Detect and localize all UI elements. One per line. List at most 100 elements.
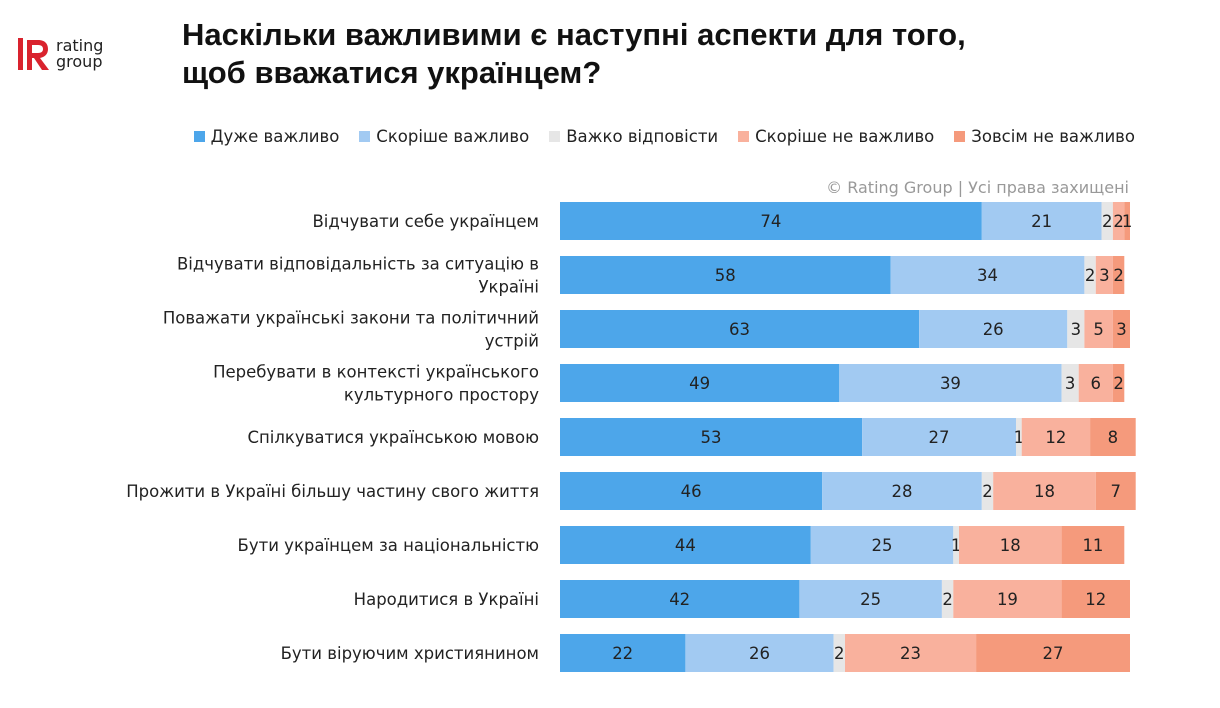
value-label-r1-s3: 2	[1102, 212, 1113, 231]
legend-item-1: Дуже важливо	[193, 127, 339, 146]
bar-segment-r7-s3	[953, 526, 959, 564]
legend-label-2: Скоріше важливо	[376, 127, 530, 146]
legend-item-4: Скоріше не важливо	[738, 127, 934, 146]
bar-segment-r4-s2	[839, 364, 1062, 402]
value-label-r9-s1: 22	[612, 644, 633, 663]
value-label-r5-s1: 53	[701, 428, 722, 447]
copyright-note: © Rating Group | Усі права захищені	[826, 178, 1129, 197]
category-label-line: устрій	[485, 332, 539, 351]
category-label-9: Бути віруючим християнином	[281, 644, 539, 663]
legend: Дуже важливо Скоріше важливо Важко відпові…	[193, 127, 1135, 146]
value-label-r3-s3: 3	[1071, 320, 1082, 339]
value-label-r9-s2: 26	[749, 644, 770, 663]
value-label-r5-s3: 1	[1014, 428, 1025, 447]
value-label-r1-s5: 1	[1122, 212, 1133, 231]
value-label-r2-s3: 2	[1085, 266, 1096, 285]
value-label-r1-s4: 2	[1113, 212, 1124, 231]
rating-group-logo: rating group	[18, 38, 118, 72]
bar-segment-r5-s5	[1090, 418, 1136, 456]
chart-title: Наскільки важливими є наступні аспекти д…	[182, 16, 1082, 92]
chart-title-line-2: щоб вважатися українцем?	[182, 55, 602, 90]
bar-segment-r5-s2	[862, 418, 1016, 456]
bar-segment-r4-s5	[1112, 364, 1125, 402]
bar-segment-r5-s3	[1016, 418, 1022, 456]
value-label-r6-s3: 2	[982, 482, 993, 501]
bar-segment-r8-s4	[953, 580, 1062, 618]
value-label-r7-s3: 1	[951, 536, 962, 555]
bar-segment-r8-s5	[1061, 580, 1130, 618]
value-label-r3-s1: 63	[729, 320, 750, 339]
bar-segment-r6-s2	[822, 472, 982, 510]
category-label-1: Відчувати себе українцем	[312, 212, 539, 231]
value-label-r8-s2: 25	[860, 590, 881, 609]
logo-line-1: rating	[56, 36, 104, 55]
value-label-r3-s4: 5	[1093, 320, 1104, 339]
value-label-r3-s5: 3	[1116, 320, 1127, 339]
bar-segment-r8-s2	[799, 580, 942, 618]
category-label-line: культурного простору	[344, 386, 539, 405]
legend-label-5: Зовсім не важливо	[971, 127, 1135, 146]
category-label-5: Спілкуватися українською мовою	[247, 428, 539, 447]
category-label-line: Перебувати в контексті українського	[213, 363, 539, 382]
bar-segment-r6-s4	[993, 472, 1096, 510]
category-label-line: Відчувати себе українцем	[312, 212, 539, 231]
value-label-r9-s4: 23	[900, 644, 921, 663]
bar-segment-r9-s2	[685, 634, 834, 672]
value-label-r6-s5: 7	[1111, 482, 1122, 501]
bar-segment-r5-s4	[1021, 418, 1091, 456]
value-label-r2-s2: 34	[977, 266, 998, 285]
value-label-r8-s5: 12	[1085, 590, 1106, 609]
bar-segment-r7-s2	[810, 526, 954, 564]
bar-segment-r1-s3	[1101, 202, 1113, 240]
value-label-r4-s3: 3	[1065, 374, 1076, 393]
value-label-r2-s5: 2	[1113, 266, 1124, 285]
legend-swatch-2	[359, 131, 371, 142]
value-label-r2-s4: 3	[1099, 266, 1110, 285]
value-label-r1-s1: 74	[760, 212, 781, 231]
category-label-line: Відчувати відповідальність за ситуацію в	[177, 255, 539, 274]
value-label-r9-s5: 27	[1043, 644, 1064, 663]
value-label-r4-s2: 39	[940, 374, 961, 393]
legend-swatch-1	[193, 131, 205, 142]
value-label-r3-s2: 26	[983, 320, 1004, 339]
category-label-line: Народитися в Україні	[354, 590, 539, 609]
bar-segment-r2-s3	[1084, 256, 1096, 294]
value-label-r6-s2: 28	[892, 482, 913, 501]
legend-item-5: Зовсім не важливо	[954, 127, 1135, 146]
value-label-r8-s3: 2	[942, 590, 953, 609]
value-label-r8-s4: 19	[997, 590, 1018, 609]
value-label-r4-s1: 49	[689, 374, 710, 393]
value-label-r4-s4: 6	[1091, 374, 1102, 393]
chart-title-line-1: Наскільки важливими є наступні аспекти д…	[182, 17, 966, 52]
category-label-8: Народитися в Україні	[354, 590, 539, 609]
value-label-r8-s1: 42	[669, 590, 690, 609]
bar-segment-r1-s5	[1124, 202, 1130, 240]
bar-segment-r9-s3	[833, 634, 845, 672]
bar-segment-r1-s4	[1112, 202, 1125, 240]
bar-segment-r3-s5	[1112, 310, 1130, 348]
bar-segment-r2-s2	[890, 256, 1085, 294]
bar-segment-r6-s1	[560, 472, 823, 510]
value-label-r5-s2: 27	[929, 428, 950, 447]
bar-segment-r8-s1	[560, 580, 800, 618]
legend-swatch-4	[738, 131, 750, 142]
bar-segment-r4-s3	[1061, 364, 1079, 402]
bar-segment-r8-s3	[941, 580, 954, 618]
value-label-r7-s2: 25	[872, 536, 893, 555]
bar-segment-r3-s3	[1067, 310, 1085, 348]
value-label-r7-s4: 18	[1000, 536, 1021, 555]
category-label-line: Прожити в Україні більшу частину свого ж…	[126, 482, 539, 501]
category-label-line: Україні	[478, 278, 539, 297]
bar-segment-r3-s2	[919, 310, 1068, 348]
bar-segment-r3-s4	[1084, 310, 1113, 348]
legend-label-3: Важко відповісти	[566, 127, 719, 146]
bar-segment-r1-s1	[560, 202, 982, 240]
category-label-7: Бути українцем за національністю	[238, 536, 539, 555]
legend-swatch-3	[549, 131, 561, 142]
value-label-r6-s1: 46	[681, 482, 702, 501]
bar-segment-r4-s4	[1078, 364, 1113, 402]
category-label-4: Перебувати в контексті українського культ…	[213, 363, 539, 405]
bar-segment-r7-s5	[1061, 526, 1125, 564]
value-label-r5-s4: 12	[1045, 428, 1066, 447]
